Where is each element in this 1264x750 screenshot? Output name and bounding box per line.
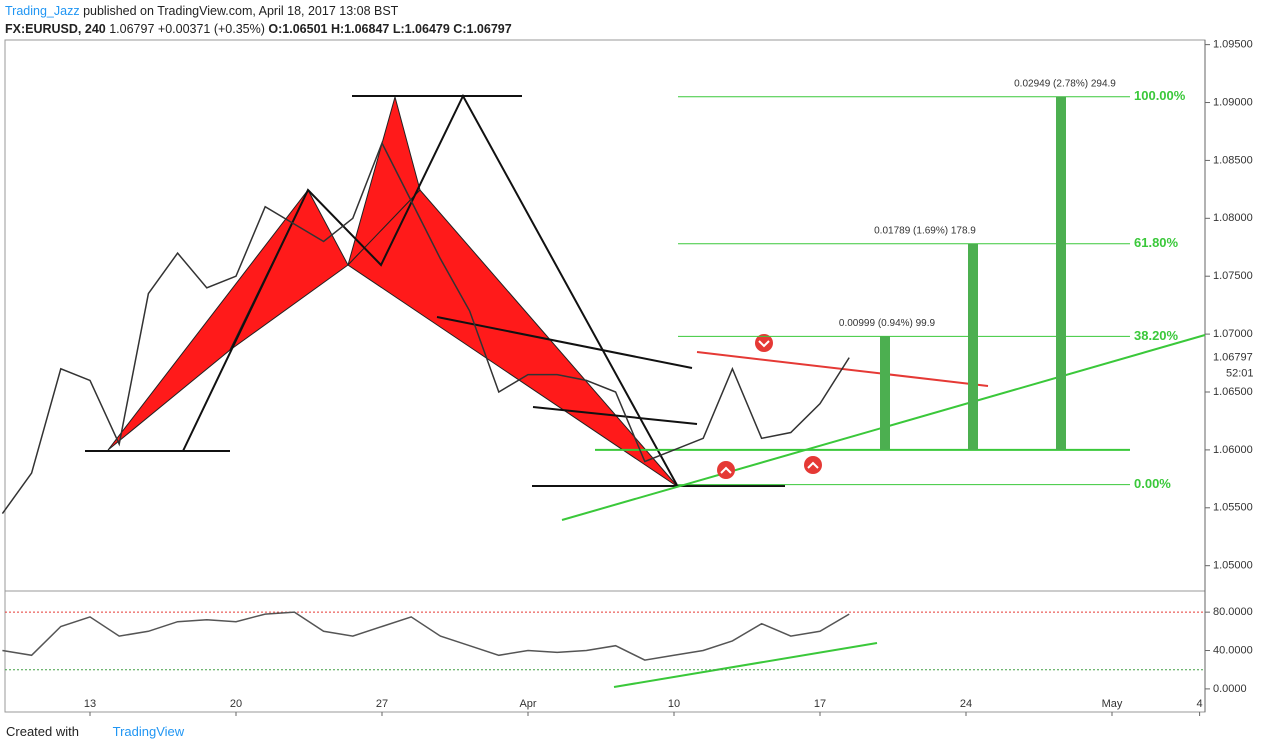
high: H:1.06847 bbox=[330, 22, 390, 36]
channel-line bbox=[532, 406, 698, 425]
price-line bbox=[2, 611, 850, 661]
y-tick-label: 80.0000 bbox=[1213, 606, 1253, 618]
x-tick-label: 24 bbox=[960, 698, 972, 710]
buy-signal bbox=[804, 456, 822, 474]
x-tick-label: 27 bbox=[376, 698, 388, 710]
x-tick-label: 20 bbox=[230, 698, 242, 710]
x-tick-label: May bbox=[1102, 698, 1123, 710]
x-tick-label: Apr bbox=[519, 698, 536, 710]
measure-label: 0.02949 (2.78%) 294.9 bbox=[1014, 78, 1116, 89]
close: C:1.06797 bbox=[453, 22, 512, 36]
last-price: 1.06797 bbox=[1213, 352, 1253, 364]
rsi-trend-line bbox=[613, 642, 878, 688]
ohlc-line: FX:EURUSD, 240 1.06797 +0.00371 (+0.35%)… bbox=[5, 20, 512, 38]
created-with: Created with bbox=[6, 724, 79, 739]
low: L:1.06479 bbox=[392, 22, 450, 36]
buy-signal bbox=[717, 461, 735, 479]
y-tick-label: 1.08000 bbox=[1213, 212, 1253, 224]
chart: 1.09500 1.09000 1.08500 1.08000 1.07500 1.070… bbox=[1, 38, 1264, 716]
price-line bbox=[1, 141, 850, 515]
fib-label: 38.20% bbox=[1134, 328, 1179, 343]
pattern-line bbox=[182, 93, 679, 488]
price: 1.06797 bbox=[109, 22, 155, 36]
y-tick-label: 1.07000 bbox=[1213, 328, 1253, 340]
brand[interactable]: TradingView bbox=[112, 724, 185, 739]
y-tick-label: 1.05000 bbox=[1213, 560, 1253, 572]
x-tick-label: 13 bbox=[84, 698, 96, 710]
published: published on TradingView.com, April 18, … bbox=[83, 4, 399, 18]
y-tick-label: 0.0000 bbox=[1213, 683, 1247, 695]
x-tick-label: 10 bbox=[668, 698, 680, 710]
y-tick-label: 40.0000 bbox=[1213, 644, 1253, 656]
y-tick-label: 1.09500 bbox=[1213, 39, 1253, 51]
channel-line bbox=[436, 316, 693, 369]
target-bar bbox=[880, 336, 890, 450]
fib-label: 100.00% bbox=[1134, 88, 1186, 103]
target-bar bbox=[968, 243, 978, 450]
fib-label: 0.00% bbox=[1134, 476, 1171, 491]
price-label-box bbox=[1206, 349, 1264, 380]
x-tick-label: 4 bbox=[1197, 698, 1203, 710]
y-tick-label: 1.09000 bbox=[1213, 96, 1253, 108]
header-line: Trading_Jazz published on TradingView.co… bbox=[5, 2, 512, 20]
y-tick-label: 1.06000 bbox=[1213, 444, 1253, 456]
y-tick-label: 1.05500 bbox=[1213, 502, 1253, 514]
countdown: 52:01 bbox=[1226, 368, 1254, 380]
change: +0.00371 (+0.35%) bbox=[157, 22, 265, 36]
y-tick-label: 1.07500 bbox=[1213, 270, 1253, 282]
measure-label: 0.01789 (1.69%) 178.9 bbox=[874, 225, 976, 236]
pattern-fill bbox=[347, 189, 679, 488]
header: Trading_Jazz published on TradingView.co… bbox=[5, 2, 512, 38]
patterns bbox=[85, 93, 1206, 688]
sell-signal bbox=[755, 334, 773, 352]
measure-label: 0.00999 (0.94%) 99.9 bbox=[839, 318, 936, 329]
x-tick-label: 17 bbox=[814, 698, 826, 710]
pattern-fill bbox=[107, 189, 309, 451]
target-bar bbox=[1056, 96, 1066, 450]
symbol: FX:EURUSD, 240 bbox=[5, 22, 106, 36]
footer: Created with TradingView bbox=[6, 724, 184, 739]
open: O:1.06501 bbox=[268, 22, 328, 36]
fib-label: 61.80% bbox=[1134, 235, 1179, 250]
y-tick-label: 1.08500 bbox=[1213, 154, 1253, 166]
author[interactable]: Trading_Jazz bbox=[5, 4, 80, 18]
y-tick-label: 1.06500 bbox=[1213, 386, 1253, 398]
